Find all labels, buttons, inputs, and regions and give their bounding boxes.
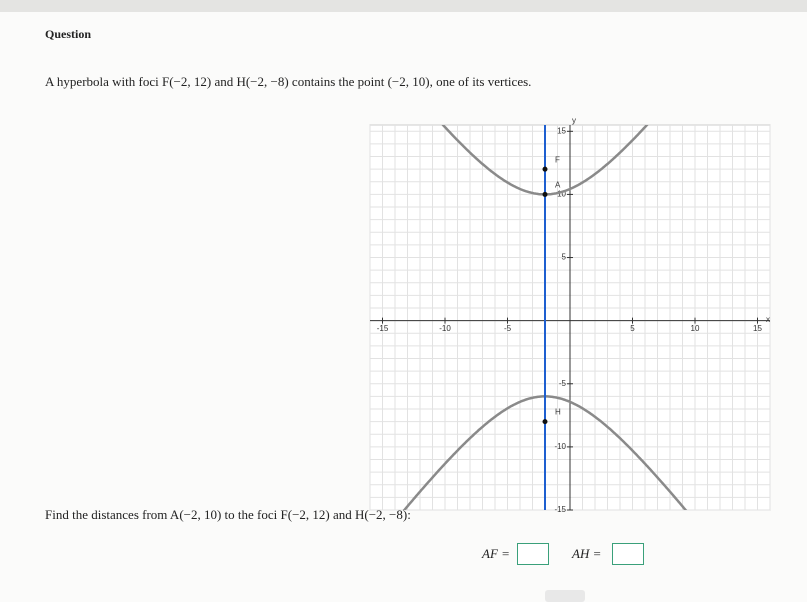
question-title: Question [45, 27, 92, 41]
top-bar [0, 0, 807, 12]
x-tick-label: -15 [377, 324, 389, 333]
focus-label: F [555, 155, 560, 164]
hyperbola-branch [402, 395, 688, 510]
y-tick-label: 15 [557, 126, 566, 135]
task: Find the distances from A(−2, 10) to the… [45, 507, 411, 522]
y-tick-label: 5 [562, 253, 567, 262]
focus [542, 419, 548, 425]
answer-label: AF = [482, 546, 510, 561]
answer-label: AH = [572, 546, 602, 561]
x-axis-label: x [766, 315, 770, 324]
focus [542, 166, 548, 172]
x-tick-label: 15 [753, 324, 762, 333]
y-tick-label: 10 [557, 190, 566, 199]
vertex [542, 191, 548, 197]
x-tick-label: -10 [439, 324, 451, 333]
submit-button[interactable] [545, 590, 585, 602]
y-tick-label: -15 [554, 505, 566, 514]
prompt: A hyperbola with foci F(−2, 12) and H(−2… [45, 74, 532, 89]
vertex-label: A [555, 181, 561, 190]
y-tick-label: -5 [559, 379, 567, 388]
x-tick-label: -5 [504, 324, 512, 333]
x-tick-label: 5 [630, 324, 635, 333]
y-axis-label: y [572, 116, 576, 125]
y-tick-label: -10 [554, 442, 566, 451]
answer-input[interactable] [612, 543, 644, 565]
x-tick-label: 10 [691, 324, 700, 333]
focus-label: H [555, 408, 561, 417]
hyperbola-branch [441, 125, 649, 196]
answer-input[interactable] [517, 543, 549, 565]
